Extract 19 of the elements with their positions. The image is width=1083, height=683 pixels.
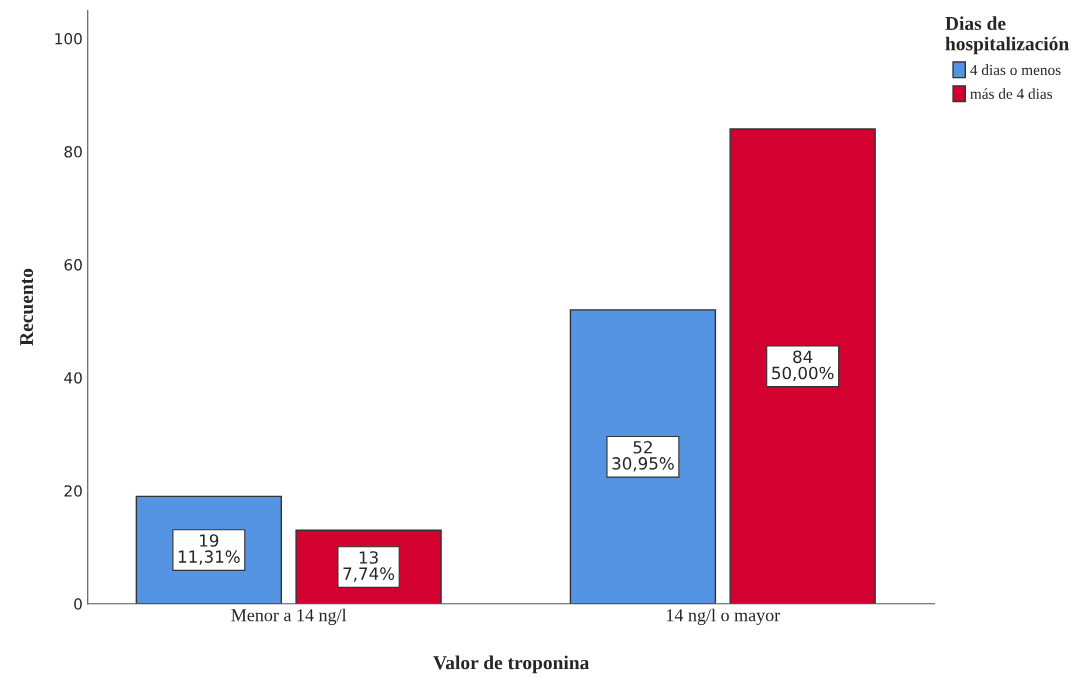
y-tick-label: 20 <box>64 485 82 497</box>
data-label: 19 11,31% <box>178 534 240 565</box>
legend-title: Dias de hospitalización <box>945 16 1069 55</box>
y-tick-label: 60 <box>64 259 82 271</box>
y-tick-label: 40 <box>64 372 82 384</box>
y-tick-label: 0 <box>74 598 82 610</box>
legend-label: más de 4 dias <box>970 88 1053 99</box>
data-label: 84 50,00% <box>772 350 834 381</box>
x-axis-title: Valor de troponina <box>433 655 590 674</box>
x-tick-label: 14 ng/l o mayor <box>666 608 781 626</box>
data-label: 52 30,95% <box>612 440 674 472</box>
data-label: 13 7,74% <box>343 551 395 582</box>
legend-label: 4 dias o menos <box>970 64 1061 76</box>
y-axis-title: Recuento <box>20 268 34 346</box>
x-tick-label: Menor a 14 ng/l <box>231 608 347 626</box>
bar <box>729 128 876 604</box>
y-tick-label: 100 <box>55 32 82 45</box>
bar <box>569 309 717 604</box>
y-tick-label: 80 <box>64 146 82 158</box>
